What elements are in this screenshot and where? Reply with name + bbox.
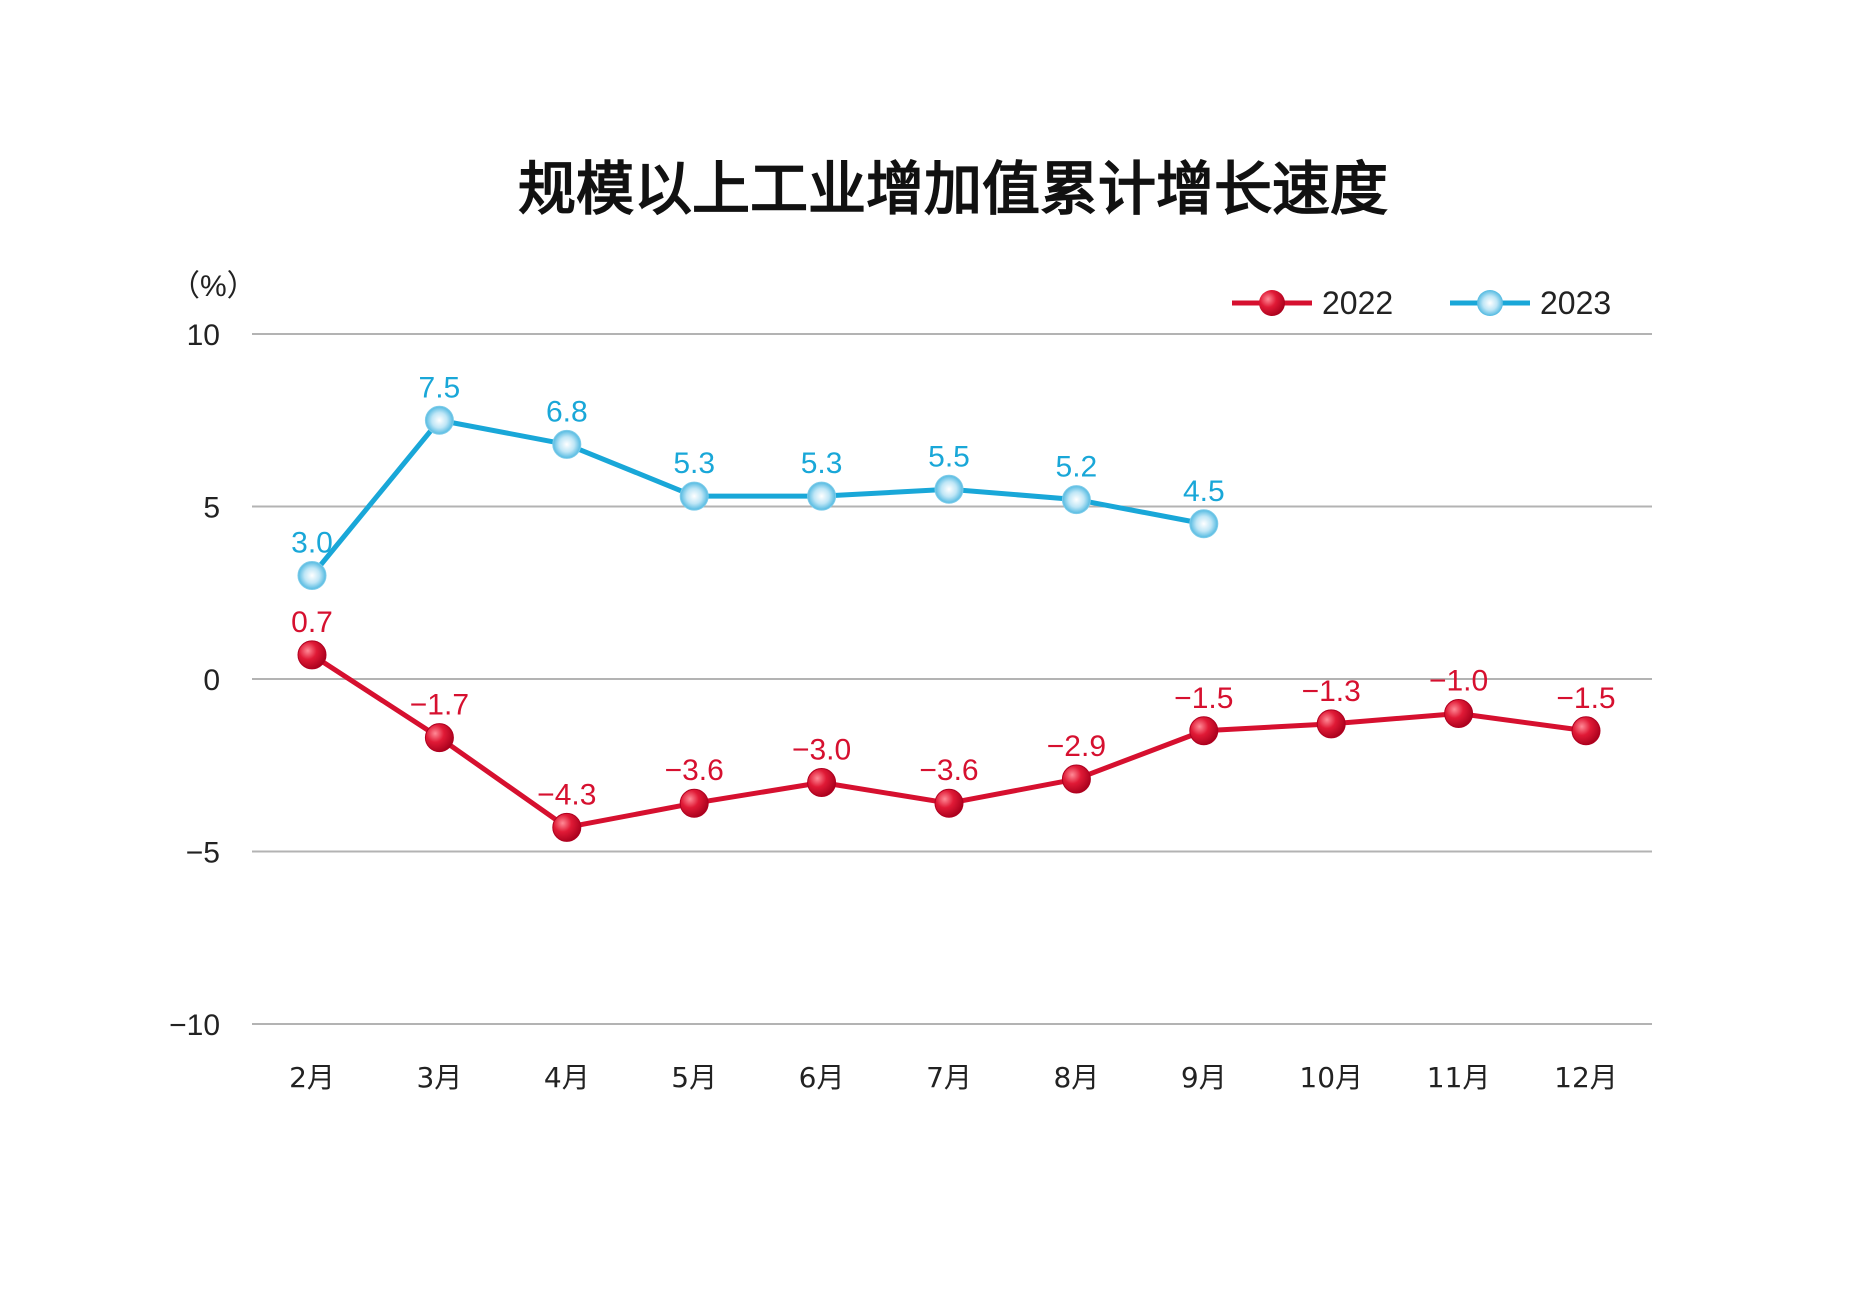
data-point-2022 — [1316, 709, 1346, 739]
data-label-2022: 0.7 — [291, 606, 333, 639]
data-label-2022: −3.0 — [792, 734, 851, 767]
x-tick-label: 10月 — [1299, 1061, 1363, 1094]
x-tick-label: 2月 — [289, 1061, 335, 1094]
data-point-2023 — [807, 481, 837, 511]
series-layer: 0.7 −1.7 −4.3 −3.6 −3.0 −3.6 −2.9 −1.5 −1.3 −1.0 −… — [291, 371, 1616, 842]
x-tick-label: 8月 — [1053, 1061, 1099, 1094]
data-point-2023 — [424, 405, 454, 435]
x-tick-label: 11月 — [1427, 1061, 1491, 1094]
series-line-2023 — [310, 417, 1205, 578]
series-2022: 0.7 −1.7 −4.3 −3.6 −3.0 −3.6 −2.9 −1.5 −1.3 −1.0 −… — [291, 606, 1616, 842]
y-tick-label: −5 — [186, 837, 220, 870]
data-label-2023: 4.5 — [1183, 475, 1225, 508]
data-point-2022 — [297, 640, 327, 670]
data-label-2022: −1.5 — [1174, 682, 1233, 715]
legend-item-2022: 2022 — [1232, 285, 1393, 321]
legend-label-2023: 2023 — [1540, 285, 1611, 321]
data-point-2022 — [934, 788, 964, 818]
legend-marker-2022 — [1259, 290, 1285, 316]
data-label-2022: −3.6 — [665, 754, 724, 787]
x-tick-label: 12月 — [1554, 1061, 1618, 1094]
chart-title: 规模以上工业增加值累计增长速度 — [518, 155, 1388, 223]
data-point-2022 — [1061, 764, 1091, 794]
data-label-2022: −3.6 — [919, 754, 978, 787]
x-tick-label: 4月 — [544, 1061, 590, 1094]
legend-marker-2023 — [1477, 290, 1503, 316]
data-label-2023: 5.3 — [673, 447, 715, 480]
data-point-2022 — [679, 788, 709, 818]
data-label-2022: −1.5 — [1556, 682, 1615, 715]
legend-label-2022: 2022 — [1322, 285, 1393, 321]
x-tick-label: 6月 — [799, 1061, 845, 1094]
data-label-2022: −1.7 — [410, 689, 469, 722]
data-point-2023 — [679, 481, 709, 511]
data-label-2022: −2.9 — [1047, 730, 1106, 763]
data-label-2023: 6.8 — [546, 395, 588, 428]
data-label-2023: 3.0 — [291, 527, 333, 560]
y-axis-ticks: 10 5 0 −5 −10 — [169, 319, 220, 1042]
y-axis-unit-label: （%） — [170, 270, 257, 303]
y-tick-label: −10 — [169, 1009, 220, 1042]
x-tick-label: 7月 — [926, 1061, 972, 1094]
y-tick-label: 5 — [203, 492, 220, 525]
series-2023: 3.0 7.5 6.8 5.3 5.3 5.5 5.2 4.5 — [291, 371, 1225, 590]
data-point-2022 — [424, 723, 454, 753]
y-tick-label: 10 — [187, 319, 220, 352]
data-point-2023 — [1061, 485, 1091, 515]
data-point-2022 — [807, 768, 837, 797]
data-label-2023: 7.5 — [419, 371, 461, 404]
data-point-2022 — [1444, 699, 1474, 728]
data-point-2023 — [297, 561, 327, 590]
legend-item-2023: 2023 — [1450, 285, 1611, 321]
x-tick-label: 5月 — [671, 1061, 717, 1094]
data-label-2023: 5.2 — [1056, 451, 1098, 484]
legend: 2022 2023 — [1232, 285, 1611, 321]
data-point-2023 — [934, 474, 964, 504]
data-label-2022: −1.3 — [1302, 675, 1361, 708]
x-tick-label: 9月 — [1181, 1061, 1227, 1094]
data-point-2022 — [1571, 716, 1601, 746]
data-point-2023 — [552, 429, 582, 459]
data-point-2023 — [1189, 509, 1219, 539]
data-point-2022 — [1189, 716, 1219, 746]
data-label-2023: 5.3 — [801, 447, 843, 480]
x-tick-label: 3月 — [416, 1061, 462, 1094]
data-point-2022 — [552, 812, 582, 842]
data-label-2022: −1.0 — [1429, 665, 1488, 698]
y-tick-label: 0 — [203, 664, 220, 697]
grid-lines — [252, 333, 1652, 1025]
data-label-2023: 5.5 — [928, 440, 970, 473]
x-axis-ticks: 2月 3月 4月 5月 6月 7月 8月 9月 10月 11月 12月 — [289, 1061, 1618, 1094]
data-label-2022: −4.3 — [537, 778, 596, 811]
